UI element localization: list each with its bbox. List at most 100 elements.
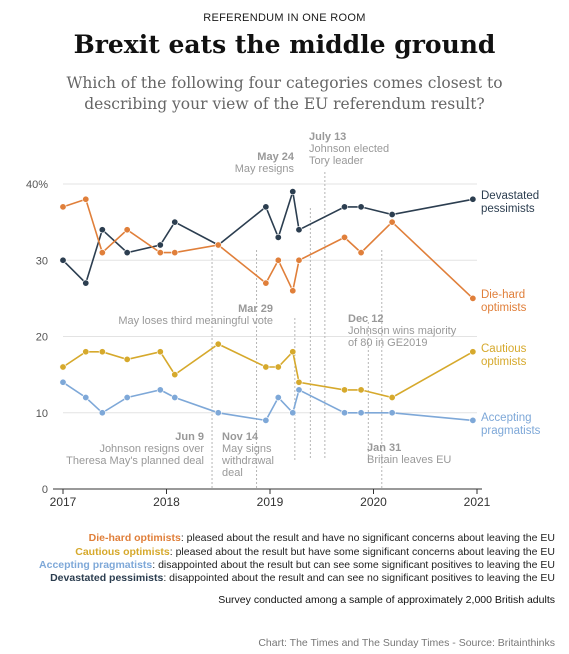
definition-text: : disappointed about the result and can …	[163, 572, 555, 584]
data-point	[98, 249, 106, 257]
data-point	[123, 393, 131, 401]
data-point	[289, 409, 297, 417]
definition-cautious: Cautious optimists: pleased about the re…	[10, 546, 555, 558]
data-point	[171, 371, 179, 379]
data-point	[357, 203, 365, 211]
series-label: Cautious	[481, 343, 527, 355]
x-tick-label: 2018	[153, 495, 180, 509]
data-point	[98, 409, 106, 417]
data-point	[214, 241, 222, 249]
y-tick-label: 30	[36, 255, 48, 267]
data-point	[357, 249, 365, 257]
data-point	[388, 393, 396, 401]
data-point	[123, 249, 131, 257]
definition-text: : disappointed about the result but can …	[152, 559, 555, 571]
data-point	[469, 195, 477, 203]
series-line	[62, 381, 473, 422]
data-point	[357, 409, 365, 417]
event-label: May signs	[222, 443, 272, 455]
event-date: May 24	[257, 151, 295, 163]
data-point	[156, 241, 164, 249]
definition-die-hard: Die-hard optimists: pleased about the re…	[10, 532, 555, 544]
series-label: Devastated	[481, 190, 539, 202]
data-point	[59, 363, 67, 371]
data-point	[82, 195, 90, 203]
data-point	[469, 416, 477, 424]
series-label: Accepting	[481, 412, 532, 424]
data-point	[98, 348, 106, 356]
event-label: deal	[222, 467, 243, 479]
definition-accepting: Accepting pragmatists: disappointed abou…	[10, 559, 555, 571]
definition-term: Devastated pessimists	[50, 572, 164, 584]
series-line	[62, 343, 474, 399]
event-label: Johnson resigns over	[99, 443, 204, 455]
data-point	[123, 355, 131, 363]
data-point	[262, 363, 270, 371]
x-tick-label: 2017	[50, 495, 77, 509]
event-label: of 80 in GE2019	[348, 337, 428, 349]
survey-note: Survey conducted among a sample of appro…	[218, 594, 555, 606]
data-point	[274, 393, 282, 401]
data-point	[469, 348, 477, 356]
event-label: May resigns	[235, 163, 295, 175]
definition-text: : pleased about the result and have no s…	[180, 532, 555, 544]
data-point	[295, 378, 303, 386]
event-label: Theresa May's planned deal	[66, 455, 204, 467]
event-label: May loses third meaningful vote	[118, 315, 273, 327]
definition-text: : pleased about the result but have some…	[169, 546, 555, 558]
data-point	[341, 386, 349, 394]
data-point	[295, 226, 303, 234]
series-label: optimists	[481, 356, 527, 368]
event-label: withdrawal	[221, 455, 274, 467]
definition-term: Die-hard optimists	[88, 532, 181, 544]
data-point	[262, 416, 270, 424]
event-date: Mar 29	[238, 303, 273, 315]
event-date: Nov 14	[222, 431, 259, 443]
y-tick-label: 0	[42, 484, 48, 496]
data-point	[156, 249, 164, 257]
data-point	[59, 256, 67, 264]
event-date: Jan 31	[367, 442, 401, 454]
data-point	[295, 256, 303, 264]
source-note: Chart: The Times and The Sunday Times - …	[258, 637, 555, 649]
data-point	[469, 294, 477, 302]
data-point	[171, 393, 179, 401]
data-point	[289, 287, 297, 295]
data-point	[341, 203, 349, 211]
data-point	[123, 226, 131, 234]
data-point	[295, 386, 303, 394]
data-point	[98, 226, 106, 234]
data-point	[156, 348, 164, 356]
kicker: REFERENDUM IN ONE ROOM	[203, 12, 366, 24]
event-date: Jun 9	[175, 431, 204, 443]
event-label: Johnson wins majority	[348, 325, 457, 337]
data-point	[388, 218, 396, 226]
definition-devastated: Devastated pessimists: disappointed abou…	[10, 572, 555, 584]
y-tick-label: 20	[36, 332, 48, 344]
data-point	[274, 233, 282, 241]
event-label: Tory leader	[309, 155, 364, 167]
data-point	[82, 279, 90, 287]
data-point	[171, 249, 179, 257]
data-point	[214, 340, 222, 348]
definition-term: Cautious optimists	[75, 546, 170, 558]
data-point	[59, 378, 67, 386]
chart-title: Brexit eats the middle ground	[73, 30, 496, 59]
data-point	[262, 279, 270, 287]
event-label: Johnson elected	[309, 143, 389, 155]
x-tick-label: 2019	[257, 495, 284, 509]
chart-subtitle: Which of the following four categories c…	[66, 74, 503, 113]
data-point	[341, 233, 349, 241]
series-label: optimists	[481, 302, 527, 314]
y-tick-label: 40%	[26, 179, 48, 191]
data-point	[289, 188, 297, 196]
data-point	[289, 348, 297, 356]
data-point	[357, 386, 365, 394]
data-point	[388, 211, 396, 219]
data-point	[82, 393, 90, 401]
event-label: Britain leaves EU	[367, 454, 451, 466]
data-point	[388, 409, 396, 417]
data-point	[341, 409, 349, 417]
data-point	[171, 218, 179, 226]
